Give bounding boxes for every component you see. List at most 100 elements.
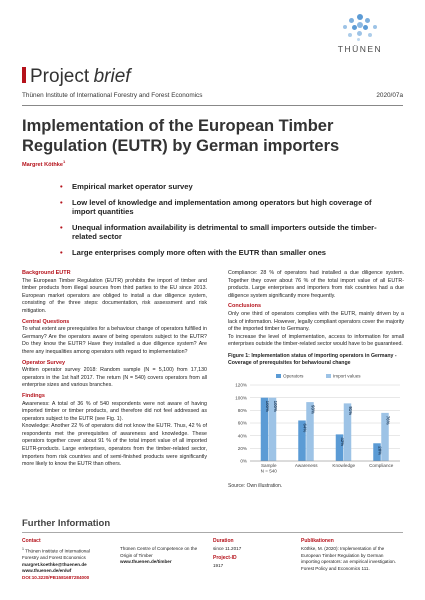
y-tick-label: 120%	[235, 383, 247, 388]
section-heading-survey: Operator Survey	[22, 359, 66, 366]
footer-contact: Contact 1 Thünen Institute of Internatio…	[22, 538, 114, 581]
key-findings-list: • Empirical market operator survey • Low l…	[60, 182, 380, 264]
section-text-conclusions: Only one third of operators complies wit…	[228, 310, 404, 348]
x-tick-label: Awareness	[295, 463, 318, 468]
footer-title: Further Information	[22, 518, 111, 529]
header-divider	[22, 105, 403, 106]
author-name: Margret Köthke	[22, 161, 64, 168]
section-heading-findings: Findings	[22, 392, 45, 399]
key-finding-item: • Unequal information availability is det…	[60, 223, 380, 242]
implementation-chart: 0% 20% 40% 60% 80% 100% 120% Operators Import va…	[228, 371, 404, 483]
project-brief-brand: Project brief	[22, 66, 131, 88]
chart-bar	[381, 412, 389, 461]
institute-row: Thünen Institute of International Forest…	[22, 92, 403, 104]
key-finding-text: Low level of knowledge and implementatio…	[72, 197, 372, 217]
y-tick-label: 60%	[238, 421, 247, 426]
x-tick-label: Knowledge	[332, 463, 355, 468]
brand-word-brief: brief	[93, 66, 131, 87]
bar-data-label: 28%	[378, 446, 383, 455]
timber-centre-link[interactable]: www.thuenen.de/timber	[120, 559, 172, 565]
bullet-icon: •	[60, 182, 63, 191]
footer-contact-2: . Thünen Centre of Competence on the Ori…	[114, 538, 207, 581]
chart-svg: 0% 20% 40% 60% 80% 100% 120% Operators Import va…	[235, 373, 400, 473]
contact-email-link[interactable]: margret.koethke@thuenen.de	[22, 561, 87, 567]
footer-contact-line: 1 Thünen Institute of International	[22, 546, 114, 555]
section-heading-background: Background EUTR	[22, 270, 71, 276]
section-heading-conclusions: Conclusions	[228, 303, 262, 310]
section-text-survey: Written operator survey 2018: Random sam…	[22, 367, 207, 389]
legend-swatch	[276, 373, 281, 378]
brand-accent-bar	[22, 67, 26, 83]
footer-publication-text: Köthke, M. (2020): Implementation of the…	[301, 546, 396, 571]
key-finding-item: • Empirical market operator survey	[60, 182, 380, 192]
chart-bar	[268, 397, 277, 461]
chart-bar	[343, 403, 352, 461]
chart-bar	[306, 402, 314, 461]
footer-duration: Duration since 11.2017 Project-ID 1917	[207, 538, 295, 581]
footer-divider	[22, 532, 403, 533]
y-tick-label: 100%	[235, 395, 247, 400]
author-affiliation-mark: 1	[63, 159, 66, 164]
page-title: Implementation of the European Timber Re…	[22, 117, 340, 155]
footer-contact2-line: Origin of Timber	[120, 552, 153, 558]
footer-publications-heading: Publikationen	[301, 538, 334, 544]
legend-label: Operators	[283, 374, 304, 379]
authors: Margret Köthke1	[22, 159, 65, 168]
institute-name: Thünen Institute of International Forest…	[22, 92, 203, 99]
x-tick-label: N = 540	[261, 468, 278, 473]
key-finding-item: • Large enterprises comply more often wit…	[60, 248, 380, 258]
key-finding-text: Unequal information availability is detr…	[72, 222, 377, 242]
footer-projectid-heading: Project-ID	[213, 554, 237, 561]
key-finding-item: • Low level of knowledge and implementati…	[60, 198, 380, 217]
logo-dots-icon	[340, 14, 380, 42]
issue-number: 2020/07a	[376, 92, 403, 99]
x-tick-label: Sample	[261, 463, 277, 468]
footer-contact2-line: Thünen Centre of Competence on the	[120, 546, 198, 552]
doi-link[interactable]: DOI:10.3220/PB1581687284000	[22, 574, 90, 580]
section-text-questions: To what extent are prerequisites for a b…	[22, 326, 207, 355]
footer-contact-mark: 1	[22, 547, 24, 552]
bar-data-label: 42%	[340, 437, 345, 446]
chart-bar	[260, 397, 269, 461]
figure-source: Source: Own illustration.	[228, 482, 283, 489]
bar-data-label: 64%	[303, 423, 308, 432]
logo-text: THÜNEN	[337, 44, 383, 54]
chart-bar	[335, 434, 344, 461]
chart-bar	[373, 443, 381, 461]
footer-contact-heading: Contact	[22, 538, 41, 544]
thuenen-logo: THÜNEN	[319, 14, 401, 54]
footer-grid: Contact 1 Thünen Institute of Internatio…	[22, 538, 403, 581]
bullet-icon: •	[60, 247, 63, 257]
section-text-background: The European Timber Regulation (EUTR) pr…	[22, 277, 207, 314]
bar-data-label: 76%	[386, 416, 391, 425]
footer-contact-line: Forestry and Forest Economics	[22, 555, 86, 561]
figure-caption: Figure 1: Implementation status of impor…	[228, 352, 397, 366]
brand-word-project: Project	[30, 66, 90, 87]
key-finding-text: Empirical market operator survey	[72, 182, 193, 191]
y-tick-label: 20%	[238, 446, 247, 451]
key-finding-text: Large enterprises comply more often with…	[72, 247, 327, 257]
x-tick-label: Compliance	[369, 463, 394, 468]
footer-publications: Publikationen Köthke, M. (2020): Impleme…	[295, 538, 403, 581]
footer: Further Information Contact 1 Thünen Ins…	[22, 518, 403, 581]
bar-data-label: 100%	[273, 401, 278, 412]
legend-swatch	[326, 373, 331, 378]
legend-label: Import values	[333, 374, 361, 379]
right-column: Compliance: 28 % of operators had instal…	[228, 270, 404, 491]
y-tick-label: 40%	[238, 433, 247, 438]
y-tick-label: 80%	[238, 408, 247, 413]
section-heading-questions: Central Questions	[22, 318, 70, 325]
bullet-icon: •	[60, 197, 63, 207]
left-column: Background EUTR The European Timber Regu…	[22, 270, 207, 469]
contact-web-link[interactable]: www.thuenen.de/en/wf	[22, 568, 72, 574]
section-text-compliance: Compliance: 28 % of operators had instal…	[228, 270, 404, 299]
footer-projectid-value: 1917	[213, 563, 224, 569]
section-text-findings: Awareness: A total of 36 % of 540 respon…	[22, 400, 207, 468]
footer-contact-line-text: Thünen Institute of International	[25, 548, 90, 554]
footer-duration-value: since 11.2017	[213, 546, 242, 552]
bar-data-label: 100%	[265, 401, 270, 412]
y-tick-label: 0%	[240, 459, 247, 464]
chart-bar	[298, 420, 306, 461]
bullet-icon: •	[60, 222, 63, 232]
bar-data-label: 91%	[348, 406, 353, 415]
